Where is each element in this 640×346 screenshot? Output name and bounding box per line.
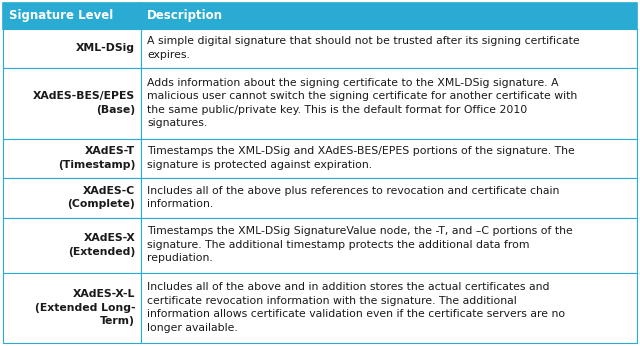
Text: certificate revocation information with the signature. The additional: certificate revocation information with … — [147, 296, 517, 306]
Text: (Timestamp): (Timestamp) — [58, 160, 135, 170]
Bar — [3, 29, 141, 68]
Bar — [3, 273, 141, 343]
Text: (Extended): (Extended) — [68, 247, 135, 256]
Text: XML-DSig: XML-DSig — [76, 43, 135, 53]
Text: XAdES-X-L: XAdES-X-L — [73, 289, 135, 299]
Text: Timestamps the XML-DSig SignatureValue node, the -T, and –C portions of the: Timestamps the XML-DSig SignatureValue n… — [147, 226, 573, 236]
Text: (Extended Long-: (Extended Long- — [35, 302, 135, 312]
Text: information allows certificate validation even if the certificate servers are no: information allows certificate validatio… — [147, 309, 565, 319]
Text: Timestamps the XML-DSig and XAdES-BES/EPES portions of the signature. The: Timestamps the XML-DSig and XAdES-BES/EP… — [147, 146, 575, 156]
Text: Adds information about the signing certificate to the XML-DSig signature. A: Adds information about the signing certi… — [147, 78, 559, 88]
Text: Signature Level: Signature Level — [9, 9, 113, 22]
Text: XAdES-T: XAdES-T — [85, 146, 135, 156]
Bar — [3, 68, 141, 138]
Text: Includes all of the above and in addition stores the actual certificates and: Includes all of the above and in additio… — [147, 282, 550, 292]
Text: repudiation.: repudiation. — [147, 253, 213, 263]
Text: XAdES-C: XAdES-C — [83, 186, 135, 196]
Text: signature. The additional timestamp protects the additional data from: signature. The additional timestamp prot… — [147, 240, 530, 250]
Text: expires.: expires. — [147, 50, 190, 60]
Text: (Base): (Base) — [96, 105, 135, 115]
Bar — [141, 29, 637, 68]
Text: malicious user cannot switch the signing certificate for another certificate wit: malicious user cannot switch the signing… — [147, 91, 577, 101]
Text: Description: Description — [147, 9, 223, 22]
Bar — [141, 273, 637, 343]
Bar — [141, 138, 637, 178]
Bar — [3, 3, 141, 29]
Bar — [141, 3, 637, 29]
Text: A simple digital signature that should not be trusted after its signing certific: A simple digital signature that should n… — [147, 36, 580, 46]
Bar — [141, 218, 637, 273]
Text: XAdES-BES/EPES: XAdES-BES/EPES — [33, 91, 135, 101]
Bar — [3, 218, 141, 273]
Text: signature is protected against expiration.: signature is protected against expiratio… — [147, 160, 372, 170]
Text: information.: information. — [147, 199, 214, 209]
Text: Term): Term) — [100, 316, 135, 326]
Text: signatures.: signatures. — [147, 118, 207, 128]
Bar — [141, 178, 637, 218]
Text: (Complete): (Complete) — [67, 199, 135, 209]
Bar — [3, 178, 141, 218]
Text: XAdES-X: XAdES-X — [83, 233, 135, 243]
Text: longer available.: longer available. — [147, 323, 238, 333]
Text: the same public/private key. This is the default format for Office 2010: the same public/private key. This is the… — [147, 105, 527, 115]
Bar — [3, 138, 141, 178]
Text: Includes all of the above plus references to revocation and certificate chain: Includes all of the above plus reference… — [147, 186, 559, 196]
Bar — [141, 68, 637, 138]
